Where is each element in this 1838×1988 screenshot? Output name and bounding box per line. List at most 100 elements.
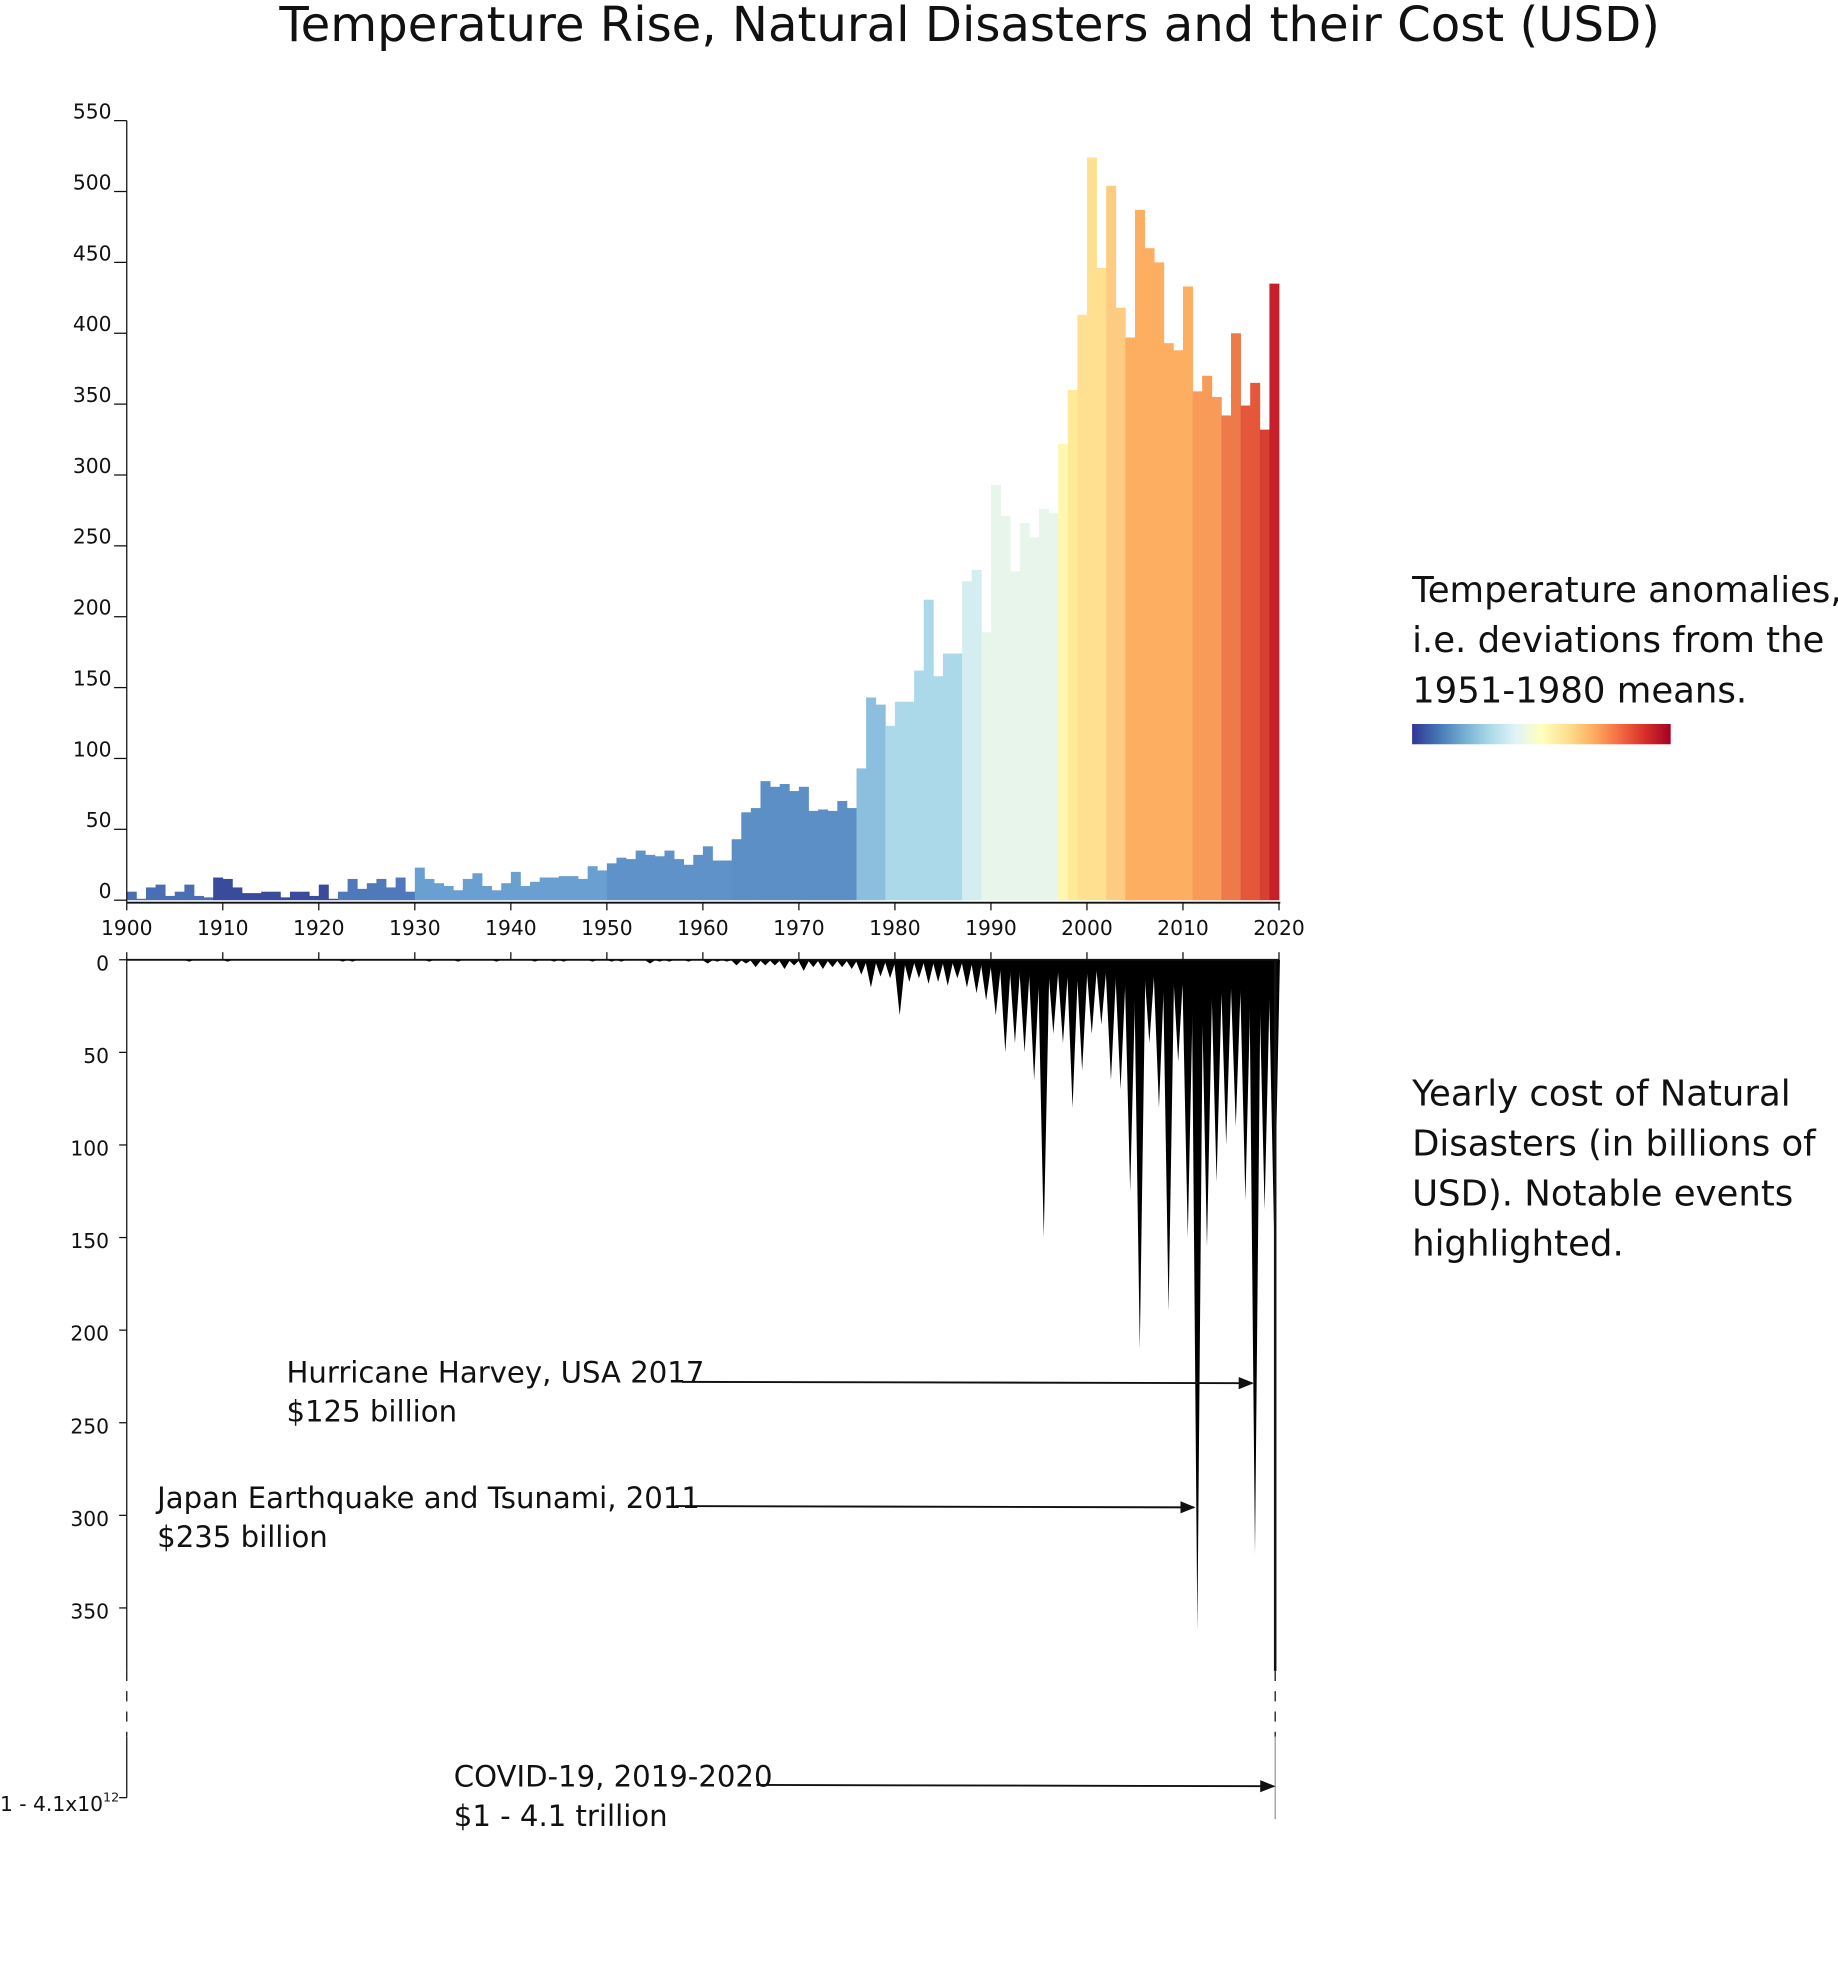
- spike: [855, 959, 868, 975]
- bar: [885, 725, 896, 901]
- legend-text: 1951-1980 means.: [1412, 670, 1747, 711]
- bar: [299, 891, 310, 901]
- y-tick-label: 300: [70, 1507, 109, 1531]
- spike: [1162, 959, 1175, 1312]
- bar: [1086, 157, 1097, 901]
- spike: [1095, 959, 1108, 1025]
- bar: [376, 878, 387, 901]
- bar: [184, 884, 195, 901]
- description-text: USD). Notable events: [1412, 1174, 1793, 1215]
- bar: [126, 891, 137, 901]
- spike: [1172, 959, 1184, 1062]
- bar: [1096, 268, 1107, 901]
- bar: [645, 854, 656, 901]
- y-tick-label: 550: [73, 100, 112, 124]
- x-tick-label: 1980: [869, 916, 921, 940]
- bar: [1038, 508, 1049, 901]
- chart-title: Temperature Rise, Natural Disasters and …: [278, 0, 1660, 53]
- bar: [270, 891, 281, 901]
- spike: [845, 959, 858, 970]
- spike: [884, 959, 896, 979]
- spike: [1105, 959, 1117, 1081]
- bar: [1250, 382, 1261, 901]
- y-tick-label: 200: [73, 596, 112, 620]
- spike: [1085, 959, 1098, 1034]
- description-text: highlighted.: [1412, 1224, 1624, 1265]
- spike: [788, 959, 800, 966]
- bar: [606, 863, 617, 901]
- spike: [1249, 959, 1261, 1555]
- bar: [1048, 513, 1059, 901]
- bar: [165, 895, 176, 901]
- spike: [797, 959, 810, 971]
- y-tick-label: 50: [83, 1044, 109, 1068]
- annotation-text: Japan Earthquake and Tsunami, 2011: [155, 1481, 700, 1515]
- y-tick-label: 150: [70, 1229, 109, 1253]
- y-tick-label: 350: [73, 383, 112, 407]
- bar: [289, 891, 300, 901]
- bar: [914, 670, 925, 901]
- bar: [357, 888, 368, 901]
- spike: [759, 959, 772, 966]
- bar: [549, 877, 560, 901]
- description-text: Yearly cost of Natural: [1411, 1073, 1791, 1114]
- bar: [770, 786, 781, 901]
- break-label: 1 - 4.1x1012: [0, 1789, 119, 1816]
- bar: [827, 810, 838, 901]
- break-label-base: 1 - 4.1x10: [0, 1792, 103, 1816]
- bar: [674, 859, 685, 901]
- spike: [778, 959, 791, 970]
- spike: [1057, 959, 1069, 1044]
- spike: [1124, 959, 1136, 1192]
- bar: [1125, 337, 1136, 901]
- bar: [587, 866, 598, 901]
- spike: [970, 959, 983, 994]
- x-tick-label: 2000: [1061, 916, 1113, 940]
- bar: [501, 883, 512, 901]
- spike: [893, 959, 906, 1016]
- bar: [251, 893, 262, 901]
- bar: [760, 781, 771, 901]
- bar: [866, 697, 877, 901]
- bar: [578, 878, 589, 901]
- spike: [1210, 959, 1223, 1182]
- bar: [1269, 283, 1280, 901]
- annotation-arrow: [756, 1780, 1276, 1793]
- legend-text: i.e. deviations from the: [1412, 620, 1824, 661]
- bar: [1202, 375, 1213, 901]
- x-tick-label: 1930: [389, 916, 441, 940]
- annotation-text: COVID-19, 2019-2020: [454, 1760, 773, 1794]
- bar: [203, 897, 214, 901]
- spike: [1201, 959, 1213, 1247]
- bar: [424, 878, 435, 901]
- break-label-exponent: 12: [103, 1789, 119, 1804]
- bar: [626, 859, 637, 901]
- bar: [1134, 209, 1145, 901]
- bar: [1029, 537, 1040, 901]
- bar: [616, 857, 627, 901]
- bar: [597, 870, 608, 901]
- x-tick-label: 1960: [677, 916, 729, 940]
- spike: [1182, 959, 1194, 1238]
- bar: [193, 895, 204, 901]
- bar: [1019, 523, 1030, 901]
- spike: [1153, 959, 1165, 1108]
- spike: [1230, 959, 1242, 1127]
- bar: [472, 873, 483, 901]
- bar: [702, 846, 713, 901]
- spike: [1143, 959, 1156, 1044]
- spike: [951, 959, 964, 979]
- bar: [347, 878, 358, 901]
- y-tick-label: 150: [73, 666, 112, 690]
- spike: [730, 959, 743, 966]
- spike: [769, 959, 781, 966]
- spike: [922, 959, 935, 984]
- colorbar: [1412, 724, 1671, 745]
- bar: [280, 897, 291, 901]
- bar: [405, 891, 416, 901]
- spike: [999, 959, 1012, 1053]
- y-tick-label: 400: [73, 312, 112, 336]
- bar: [443, 886, 454, 901]
